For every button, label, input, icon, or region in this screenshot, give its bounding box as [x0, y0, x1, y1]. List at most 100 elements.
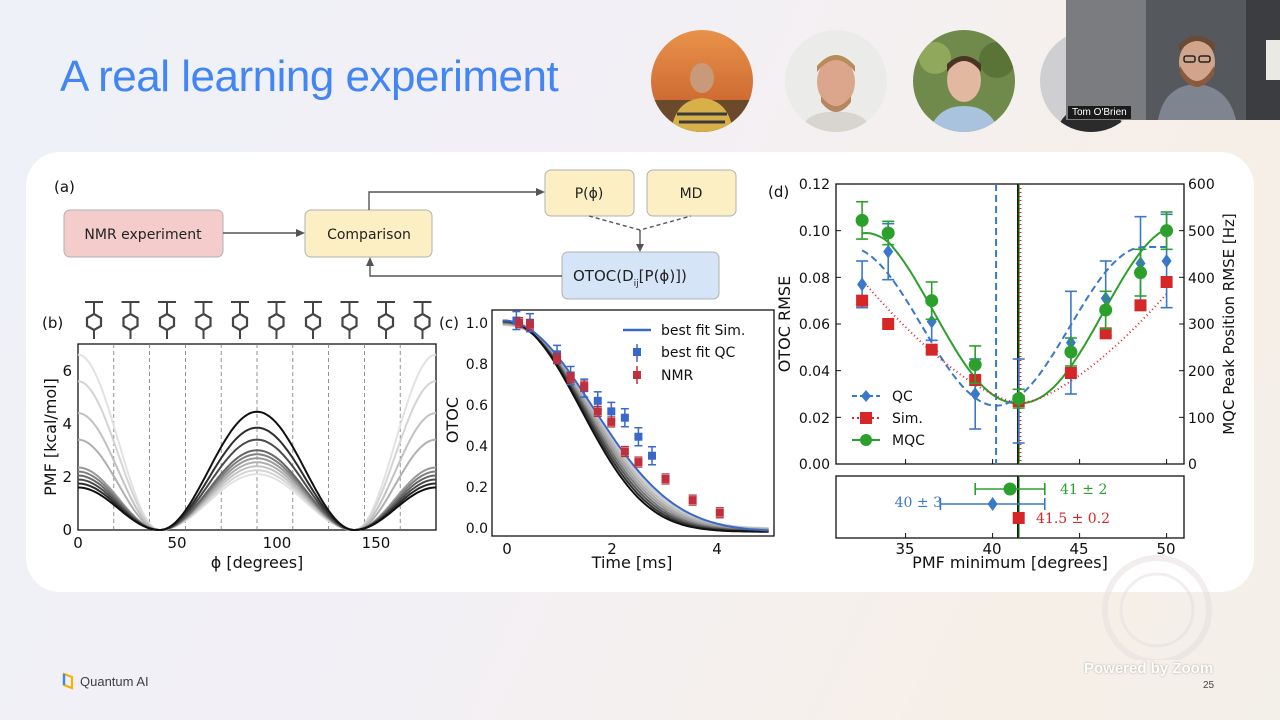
participant-avatar[interactable] — [785, 30, 887, 132]
mqc-point — [1160, 224, 1174, 238]
tick-label: 100 — [263, 534, 292, 552]
molecule-icon — [377, 301, 395, 339]
pphi-label: P(ϕ) — [575, 186, 604, 202]
inset-point — [1003, 482, 1017, 496]
mqc-point — [1099, 303, 1113, 317]
panel-a-label: (a) — [54, 178, 75, 196]
legend-label: best fit QC — [661, 345, 736, 361]
ring — [377, 312, 395, 332]
panel-d-ylabel-right: MQC Peak Position RMSE [Hz] — [1220, 213, 1238, 435]
mqc-point — [1134, 266, 1147, 280]
panel-c-legend: best fit Sim. best fit QC NMR — [623, 323, 745, 384]
ring — [341, 312, 358, 332]
flow-arrowheads — [296, 188, 644, 266]
qc-point — [883, 244, 894, 259]
tick-label: 0 — [73, 534, 83, 552]
legend-label: best fit Sim. — [661, 323, 745, 339]
panel-c-label: (c) — [439, 314, 459, 332]
mqc-fit-curve — [862, 227, 1168, 405]
otoc-curve — [502, 319, 769, 533]
panel-d-label: (d) — [768, 183, 789, 201]
tick-label: 0.2 — [466, 480, 488, 496]
ring — [122, 312, 139, 332]
tick-label: 4 — [712, 540, 722, 558]
mqc-point — [925, 294, 939, 308]
sim-point — [882, 318, 895, 330]
qc-point — [634, 432, 643, 441]
nmr-point — [634, 458, 643, 467]
tick-label: 0.02 — [799, 411, 830, 427]
person-photo-icon — [785, 30, 887, 132]
qc-point — [926, 314, 937, 329]
pmf-curve — [77, 353, 437, 532]
tick-label: 2 — [62, 468, 72, 486]
pmf-curve — [78, 410, 436, 532]
ring — [268, 312, 285, 332]
qc-point — [620, 413, 629, 422]
tick-label: 0 — [502, 540, 512, 558]
panel-b: (b) 0 50 100 150 0 2 4 6 ϕ [degrees] PMF… — [41, 301, 437, 572]
figure-card: (a) NMR experiment Comparison P(ϕ) MD OT… — [26, 152, 1254, 592]
speaker-video-frame-icon — [1066, 0, 1280, 120]
comparison-label: Comparison — [327, 227, 411, 243]
ring — [158, 312, 176, 332]
panel-d-legend: QC Sim. MQC — [852, 389, 925, 449]
ring — [85, 312, 103, 332]
legend-swatch-qc — [633, 348, 641, 356]
tick-label: 0.6 — [466, 398, 488, 414]
sim-point — [1099, 327, 1112, 340]
quantum-ai-logo: Quantum AI — [62, 672, 149, 690]
person-photo-icon — [913, 30, 1015, 132]
qc-point — [607, 407, 616, 416]
md-box — [646, 169, 737, 217]
nmr-point — [525, 320, 534, 329]
legend-label: MQC — [892, 433, 925, 449]
mqc-point — [881, 226, 895, 240]
nmr-point — [566, 373, 575, 382]
panel-d-xlabel: PMF minimum [degrees] — [912, 553, 1108, 572]
tick-label: 50 — [167, 534, 186, 552]
panel-c: (c) best fit Sim. best fit QC NMR 0 2 4 … — [439, 309, 775, 572]
pmf-curve — [77, 380, 437, 532]
zoom-watermark: Powered by Zoom — [1084, 660, 1214, 677]
inset-label-mqc: 41 ± 2 — [1060, 482, 1107, 498]
legend-label: NMR — [661, 368, 694, 384]
tick-label: 35 — [895, 540, 914, 558]
nmr-experiment-label: NMR experiment — [84, 227, 202, 243]
qc-point — [647, 451, 656, 460]
footer-brand: Quantum AI — [80, 673, 149, 689]
ring — [231, 312, 249, 332]
figure-canvas: (a) NMR experiment Comparison P(ϕ) MD OT… — [41, 169, 1238, 572]
speaker-video[interactable] — [1066, 0, 1280, 120]
tick-label: 0.4 — [466, 439, 488, 455]
mqc-point — [1064, 345, 1078, 359]
qc-point — [593, 396, 602, 405]
slide-title: A real learning experiment — [60, 52, 559, 101]
otoc-label: OTOC(Dij[P(ϕ)]) — [573, 267, 687, 289]
panel-d-inset-labels: 40 ± 3 41 ± 2 41.5 ± 0.2 — [895, 482, 1110, 527]
panel-c-xlabel: Time [ms] — [591, 553, 673, 572]
panel-d-yticks-left: 0.00 0.02 0.04 0.06 0.08 0.10 0.12 — [799, 177, 830, 473]
tick-label: 300 — [1188, 317, 1215, 333]
panel-d-plot — [836, 184, 1184, 464]
inset-point — [1012, 512, 1025, 524]
nmr-point — [553, 354, 562, 363]
participant-avatar[interactable] — [913, 30, 1015, 132]
panel-b-yticks: 0 2 4 6 — [62, 362, 72, 539]
molecule-icon — [304, 301, 322, 339]
tick-label: 0.08 — [799, 271, 830, 287]
panel-b-curves — [77, 353, 437, 532]
tick-label: 50 — [1156, 540, 1175, 558]
seal-watermark — [1102, 555, 1212, 660]
legend-marker-mqc — [860, 434, 872, 446]
ring — [304, 312, 322, 332]
nmr-point — [593, 407, 602, 416]
tick-label: 45 — [1069, 540, 1088, 558]
molecule-icon — [85, 301, 103, 339]
tick-label: 100 — [1188, 411, 1215, 427]
participant-avatar[interactable] — [651, 30, 753, 132]
mqc-point — [968, 358, 982, 372]
ring — [195, 312, 212, 332]
panel-d: (d) 40 ± 3 41 ± 2 41.5 ± 0.2 QC Sim. MQC — [768, 177, 1238, 572]
tick-label: 0.8 — [466, 357, 488, 373]
